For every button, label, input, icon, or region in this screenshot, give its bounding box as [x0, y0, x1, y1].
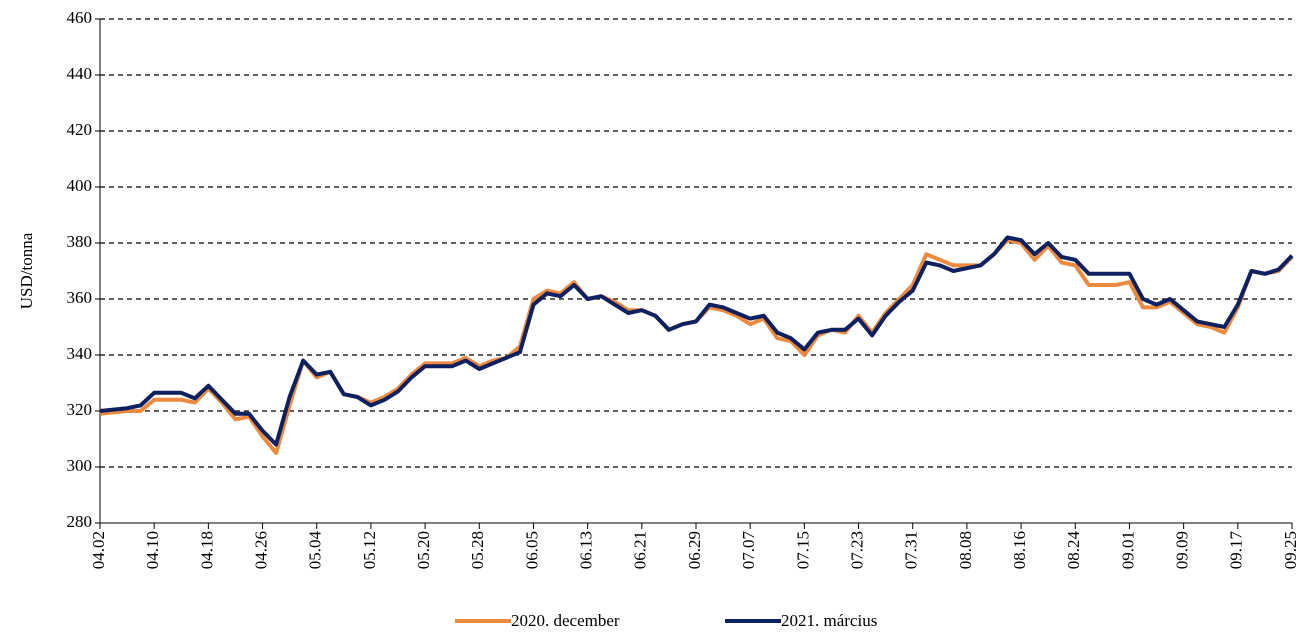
- x-tick-label: 04.10: [143, 531, 162, 569]
- x-tick-label: 09.09: [1173, 531, 1192, 569]
- y-tick-label: 360: [67, 288, 93, 307]
- y-tick-label: 400: [67, 176, 93, 195]
- x-tick-label: 05.12: [360, 531, 379, 569]
- x-tick-label: 05.20: [414, 531, 433, 569]
- y-tick-label: 320: [67, 400, 93, 419]
- x-tick-label: 04.18: [197, 531, 216, 569]
- x-tick-label: 06.21: [631, 531, 650, 569]
- x-tick-label: 06.05: [522, 531, 541, 569]
- x-tick-label: 07.15: [793, 531, 812, 569]
- x-tick-label: 09.25: [1281, 531, 1300, 569]
- x-tick-label: 05.28: [468, 531, 487, 569]
- x-tick-label: 04.02: [89, 531, 108, 569]
- x-tick-label: 08.16: [1010, 531, 1029, 569]
- x-tick-label: 09.01: [1118, 531, 1137, 569]
- x-tick-label: 07.07: [739, 531, 758, 570]
- legend-label: 2021. március: [781, 611, 877, 630]
- y-tick-label: 300: [67, 456, 93, 475]
- x-tick-label: 08.08: [956, 531, 975, 569]
- y-axis-label: USD/tonna: [17, 232, 36, 309]
- x-tick-label: 08.24: [1064, 531, 1083, 570]
- x-tick-label: 09.17: [1227, 531, 1246, 570]
- x-tick-label: 06.13: [577, 531, 596, 569]
- x-tick-label: 06.29: [685, 531, 704, 569]
- y-tick-label: 340: [67, 344, 93, 363]
- x-tick-label: 05.04: [306, 531, 325, 570]
- x-tick-label: 07.31: [902, 531, 921, 569]
- x-tick-label: 07.23: [847, 531, 866, 569]
- y-tick-label: 460: [67, 8, 93, 27]
- y-tick-label: 280: [67, 512, 93, 531]
- x-tick-label: 04.26: [251, 531, 270, 569]
- y-tick-label: 440: [67, 64, 93, 83]
- y-tick-label: 380: [67, 232, 93, 251]
- series-line: [99, 235, 1294, 447]
- legend-label: 2020. december: [511, 611, 620, 630]
- y-tick-label: 420: [67, 120, 93, 139]
